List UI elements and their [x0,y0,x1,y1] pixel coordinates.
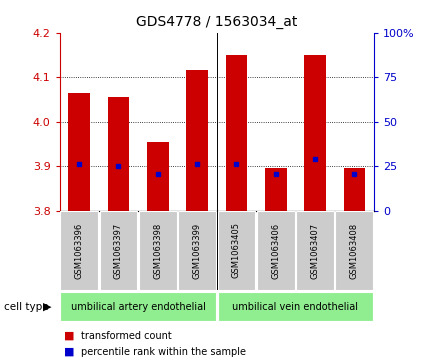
Text: ■: ■ [64,331,74,341]
Bar [60,292,216,322]
Bar [265,168,286,211]
Text: cell type: cell type [4,302,49,312]
Bar [68,93,90,211]
Bar [218,211,255,290]
Text: umbilical artery endothelial: umbilical artery endothelial [71,302,206,312]
Text: GSM1063398: GSM1063398 [153,223,162,278]
Bar [60,211,98,290]
Bar [147,142,169,211]
Text: GSM1063407: GSM1063407 [311,223,320,278]
Bar [343,168,365,211]
Bar [218,292,373,322]
Bar [99,211,137,290]
Text: ▶: ▶ [42,302,51,312]
Text: GSM1063405: GSM1063405 [232,223,241,278]
Bar [257,211,295,290]
Bar [108,97,129,211]
Title: GDS4778 / 1563034_at: GDS4778 / 1563034_at [136,15,298,29]
Bar [186,70,208,211]
Text: GSM1063408: GSM1063408 [350,223,359,278]
Text: GSM1063397: GSM1063397 [114,223,123,278]
Bar [226,55,247,211]
Text: GSM1063399: GSM1063399 [193,223,201,278]
Bar [304,55,326,211]
Text: GSM1063396: GSM1063396 [75,223,84,278]
Bar [139,211,177,290]
Text: ■: ■ [64,347,74,357]
Text: GSM1063406: GSM1063406 [271,223,280,278]
Text: umbilical vein endothelial: umbilical vein endothelial [232,302,358,312]
Text: transformed count: transformed count [81,331,172,341]
Text: percentile rank within the sample: percentile rank within the sample [81,347,246,357]
Bar [296,211,334,290]
Bar [178,211,216,290]
Bar [335,211,373,290]
